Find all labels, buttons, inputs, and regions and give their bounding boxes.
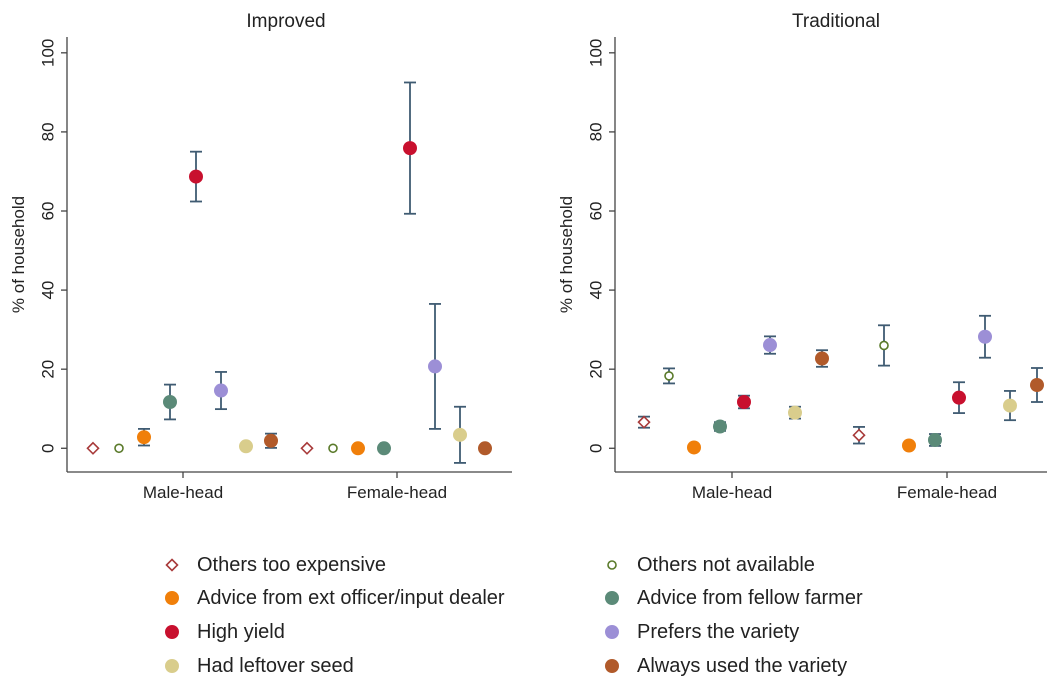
legend-label: Prefers the variety xyxy=(637,621,799,643)
legend-marker xyxy=(165,659,179,673)
legend-item-high-yield: High yield xyxy=(165,621,285,643)
series-others-not-available xyxy=(114,443,338,454)
y-tick-label: 100 xyxy=(587,39,606,67)
y-tick-label: 20 xyxy=(587,360,606,379)
data-point xyxy=(788,405,802,420)
x-tick-label: Male-head xyxy=(143,483,223,502)
series-others-too-expensive xyxy=(637,415,866,445)
data-point xyxy=(713,419,727,434)
legend-item-advice-from-ext-officer-input-dealer: Advice from ext officer/input dealer xyxy=(165,587,505,609)
legend-label: Advice from fellow farmer xyxy=(637,587,863,609)
data-point xyxy=(264,433,278,448)
y-tick-label: 60 xyxy=(39,202,58,221)
data-point xyxy=(239,439,253,454)
chart-panels: Improved 0 20 40 60 80 100 % of household Male-h… xyxy=(9,11,1047,502)
y-tick-label: 60 xyxy=(587,202,606,221)
y-tick-label: 100 xyxy=(39,39,58,67)
series-advice-from-ext-officer-input-dealer xyxy=(137,427,365,456)
data-point xyxy=(879,340,889,351)
panel-improved: Improved 0 20 40 60 80 100 % of household Male-h… xyxy=(9,11,512,502)
legend-label: Always used the variety xyxy=(637,655,847,677)
series-had-leftover-seed xyxy=(788,390,1017,422)
series-high-yield xyxy=(189,81,417,215)
data-point xyxy=(351,441,365,456)
data-point xyxy=(952,390,966,405)
x-tick-label: Female-head xyxy=(347,483,447,502)
data-point xyxy=(428,359,442,374)
legend-label: Others not available xyxy=(637,554,815,576)
series-advice-from-ext-officer-input-dealer xyxy=(687,438,916,455)
data-point xyxy=(815,351,829,366)
y-tick-label: 40 xyxy=(587,281,606,300)
y-tick-label: 0 xyxy=(39,444,58,453)
legend-marker xyxy=(165,558,179,572)
data-point xyxy=(763,338,777,353)
series-advice-from-fellow-farmer xyxy=(163,383,391,456)
data-point xyxy=(403,141,417,156)
legend-item-prefers-the-variety: Prefers the variety xyxy=(605,621,799,643)
legend-marker xyxy=(605,591,619,605)
series-always-used-the-variety xyxy=(815,349,1044,403)
series-advice-from-fellow-farmer xyxy=(713,419,942,447)
data-point xyxy=(637,415,651,429)
legend-marker xyxy=(605,625,619,639)
data-point xyxy=(137,430,151,445)
legend-marker xyxy=(607,560,617,570)
legend-item-others-too-expensive: Others too expensive xyxy=(165,554,386,576)
data-point xyxy=(163,395,177,410)
data-point xyxy=(902,438,916,453)
legend-marker xyxy=(165,591,179,605)
legend-item-others-not-available: Others not available xyxy=(607,554,815,576)
data-point xyxy=(687,440,701,455)
y-tick-label: 20 xyxy=(39,360,58,379)
legend-marker xyxy=(165,625,179,639)
legend-item-had-leftover-seed: Had leftover seed xyxy=(165,655,354,677)
series-prefers-the-variety xyxy=(214,303,442,430)
y-tick-label: 80 xyxy=(587,122,606,141)
data-point xyxy=(664,371,674,381)
series-others-too-expensive xyxy=(86,441,314,455)
legend-item-advice-from-fellow-farmer: Advice from fellow farmer xyxy=(605,587,863,609)
series-prefers-the-variety xyxy=(763,314,992,359)
data-point xyxy=(852,428,866,442)
data-point xyxy=(86,441,100,455)
data-point xyxy=(114,443,124,454)
legend-marker xyxy=(605,659,619,673)
data-point xyxy=(478,441,492,456)
data-point xyxy=(453,427,467,442)
x-tick-label: Male-head xyxy=(692,483,772,502)
data-point xyxy=(300,441,314,455)
data-point xyxy=(377,441,391,456)
legend-label: Advice from ext officer/input dealer xyxy=(197,587,505,609)
legend-label: Others too expensive xyxy=(197,554,386,576)
data-point xyxy=(1030,378,1044,392)
y-tick-label: 0 xyxy=(587,444,606,453)
y-axis-title: % of household xyxy=(557,196,576,313)
series-always-used-the-variety xyxy=(264,432,492,456)
legend-item-always-used-the-variety: Always used the variety xyxy=(605,655,847,677)
y-tick-label: 40 xyxy=(39,281,58,300)
data-point xyxy=(928,432,942,447)
panel-title: Improved xyxy=(246,11,325,32)
y-tick-label: 80 xyxy=(39,122,58,141)
y-axis-title: % of household xyxy=(9,196,28,313)
series-high-yield xyxy=(737,381,966,414)
legend-label: High yield xyxy=(197,621,285,643)
data-point xyxy=(737,395,751,410)
panel-traditional: Traditional 0 20 40 60 80 100 % of household Mal… xyxy=(557,11,1047,502)
data-point xyxy=(978,329,992,344)
legend-label: Had leftover seed xyxy=(197,655,354,677)
series-had-leftover-seed xyxy=(239,405,467,464)
panel-title: Traditional xyxy=(792,11,880,32)
data-point xyxy=(328,443,338,454)
x-tick-label: Female-head xyxy=(897,483,997,502)
legend: Others too expensive Others not available… xyxy=(165,554,863,677)
data-point xyxy=(1003,398,1017,413)
data-point xyxy=(214,383,228,398)
series-others-not-available xyxy=(663,324,890,385)
data-point xyxy=(189,169,203,184)
